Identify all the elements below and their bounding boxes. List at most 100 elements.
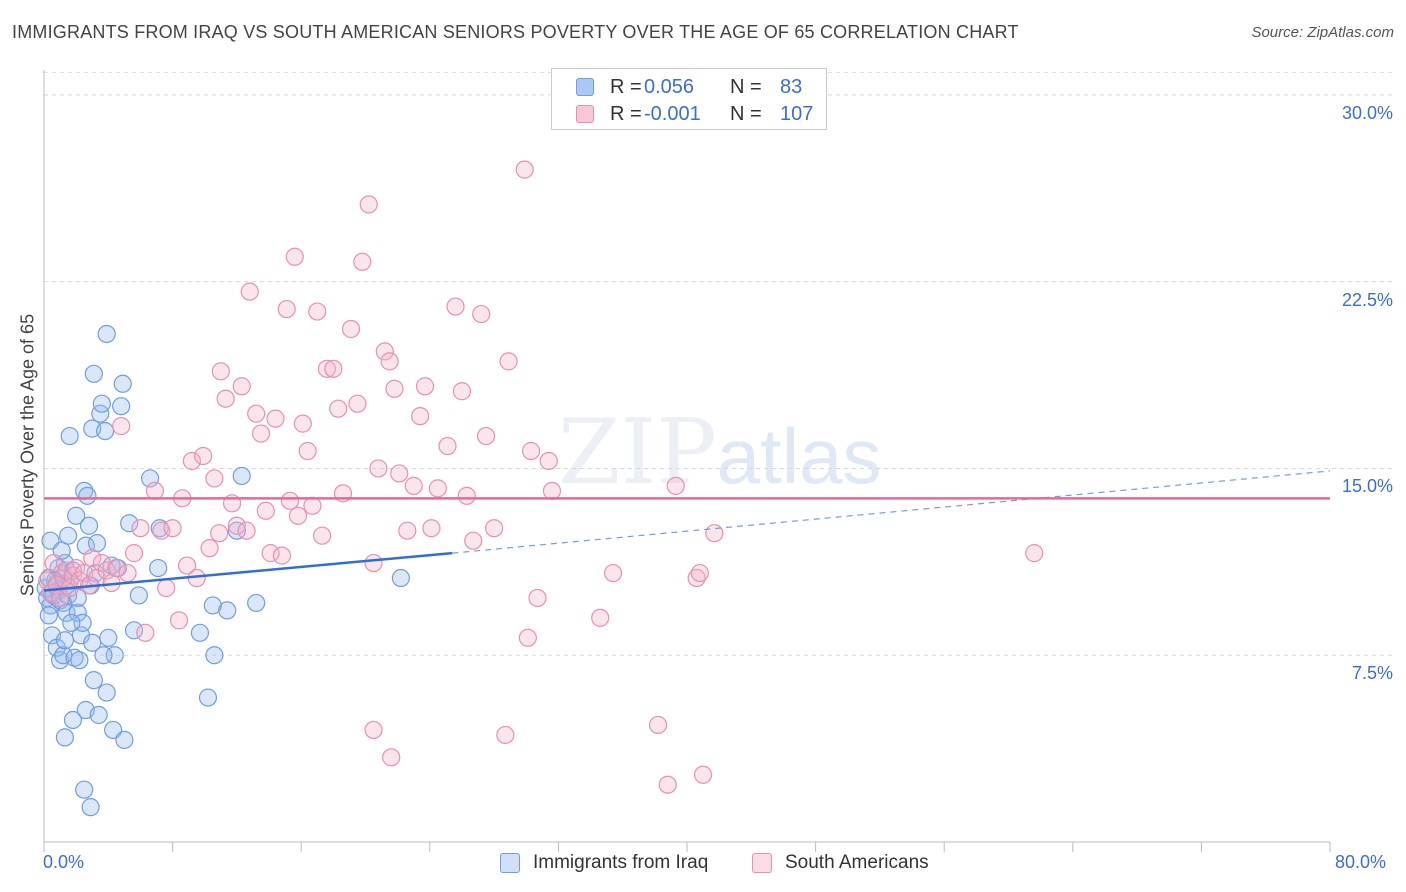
south-americans-point	[382, 748, 401, 767]
iraq-point	[227, 521, 246, 540]
legend-r-value: -0.001	[644, 103, 701, 125]
south-americans-point	[261, 544, 280, 563]
south-americans-point	[515, 160, 534, 179]
south-americans-point	[288, 506, 308, 525]
south-americans-point	[303, 496, 322, 515]
iraq-point	[84, 671, 103, 690]
south-americans-point	[112, 417, 131, 436]
south-americans-point	[446, 297, 465, 316]
south-americans-point	[476, 426, 496, 446]
south-americans-point	[227, 516, 246, 535]
south-americans-point	[603, 563, 623, 583]
south-americans-point	[464, 531, 483, 550]
south-americans-point	[251, 424, 271, 443]
south-americans-point	[210, 524, 229, 543]
south-americans-point	[131, 519, 150, 538]
south-americans-point	[247, 404, 266, 423]
iraq-point	[129, 586, 148, 605]
iraq-point	[115, 730, 134, 749]
iraq-point	[50, 651, 70, 670]
south-americans-point	[690, 563, 709, 583]
south-americans-point	[658, 775, 677, 794]
iraq-point	[68, 603, 87, 622]
south-americans-point	[364, 720, 383, 740]
south-americans-point	[124, 544, 144, 563]
x-tick-label-right: 80.0%	[1335, 852, 1387, 872]
iraq-point	[198, 688, 218, 707]
iraq-point	[78, 486, 97, 505]
grid-lines	[44, 71, 1392, 656]
south-americans-point	[518, 628, 537, 647]
south-americans-point	[353, 252, 372, 271]
south-americans-point	[280, 491, 300, 510]
south-americans-point	[272, 546, 292, 565]
south-americans-point	[152, 521, 171, 540]
south-americans-point	[1025, 544, 1044, 563]
watermark-zip: ZIP	[558, 400, 717, 505]
iraq-trend-line	[43, 551, 453, 592]
south-americans-point	[496, 725, 515, 745]
south-americans-point	[472, 304, 491, 324]
legend-r-label: R =	[610, 76, 642, 98]
south-americans-point	[308, 302, 327, 321]
iraq-point	[92, 394, 111, 413]
south-americans-point	[341, 319, 361, 339]
south-americans-point	[240, 282, 259, 301]
iraq-point	[113, 374, 132, 393]
south-americans-point	[666, 476, 685, 495]
iraq-point	[63, 710, 83, 730]
south-americans-point	[499, 352, 518, 371]
south-americans-point	[485, 519, 504, 538]
iraq-point	[62, 613, 81, 632]
south-americans-point	[380, 352, 399, 371]
iraq-point	[65, 648, 84, 667]
iraq-point	[89, 705, 108, 725]
legend-r-value: 0.056	[644, 76, 695, 98]
iraq-point	[190, 623, 210, 642]
south-americans-point	[200, 539, 219, 558]
iraq-point	[63, 561, 83, 580]
south-americans-point	[528, 588, 547, 608]
iraq-point	[232, 466, 251, 486]
south-americans-point	[415, 377, 435, 396]
south-americans-point	[194, 446, 213, 466]
south-americans-point	[438, 436, 457, 456]
iraq-point	[94, 646, 113, 665]
iraq-point	[149, 558, 168, 578]
south-americans-point	[375, 342, 394, 361]
legend-swatch-iraq	[576, 78, 594, 96]
correlation-legend: R = 0.056 N = 83 R = -0.001 N = 107	[551, 68, 827, 130]
y-tick-label: 30.0%	[1341, 102, 1393, 123]
south-americans-point	[364, 553, 383, 573]
legend-label-iraq: Immigrants from Iraq	[533, 852, 709, 873]
south-americans-point	[107, 558, 126, 578]
south-americans-point	[118, 563, 137, 583]
iraq-point	[81, 798, 100, 817]
chart-source: Source: ZipAtlas.com	[1251, 24, 1394, 41]
south-americans-point	[145, 481, 165, 500]
trend-lines	[43, 470, 1331, 592]
legend-swatch-south-americans	[576, 105, 594, 123]
south-americans-point	[182, 451, 201, 471]
iraq-point	[67, 506, 86, 525]
legend-n-label: N =	[730, 103, 762, 125]
y-tick-label: 22.5%	[1341, 289, 1393, 310]
south-americans-point	[359, 195, 378, 214]
series-south-americans-points	[38, 160, 1044, 794]
south-americans-point	[428, 479, 447, 498]
south-americans-point	[521, 441, 541, 461]
south-americans-point	[687, 568, 706, 588]
south-americans-point	[385, 379, 404, 398]
south-americans-point	[277, 299, 296, 319]
iraq-point	[39, 606, 58, 625]
south-americans-point	[211, 362, 230, 381]
south-americans-point	[136, 623, 155, 642]
south-americans-point	[216, 389, 235, 408]
legend-n-value: 83	[780, 76, 803, 98]
iraq-point	[60, 426, 79, 446]
south-americans-point	[232, 377, 251, 396]
south-americans-point	[324, 359, 343, 378]
iraq-point	[55, 631, 74, 650]
south-americans-point	[205, 469, 224, 488]
